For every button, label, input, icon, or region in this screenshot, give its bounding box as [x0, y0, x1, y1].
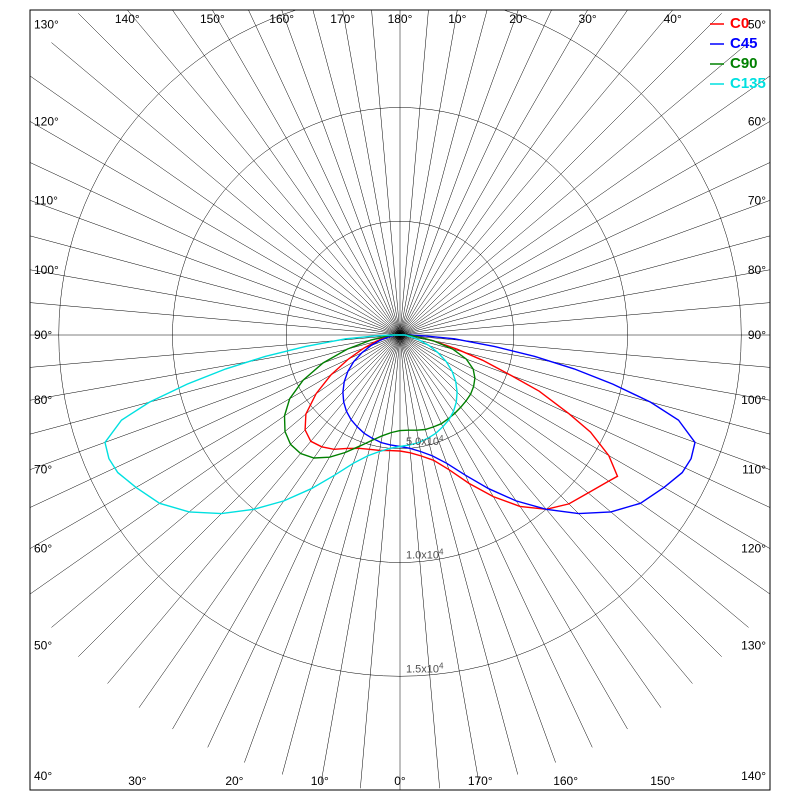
angular-grid-spoke: [0, 335, 400, 491]
angle-label: 40°: [664, 12, 682, 26]
angle-label: 30°: [579, 12, 597, 26]
angle-label: 10°: [448, 12, 466, 26]
radial-axis-label: 1.5x104: [406, 661, 444, 676]
angular-grid-spoke: [400, 108, 794, 336]
angular-grid-spoke: [400, 335, 800, 491]
polar-grid: [0, 0, 800, 790]
series-c90: [285, 335, 475, 458]
angular-grid-spoke: [0, 179, 400, 335]
angle-label: 140°: [115, 12, 140, 26]
angular-grid-spoke: [400, 335, 794, 563]
legend-label-c90: C90: [730, 55, 758, 72]
angular-grid-spoke: [400, 0, 692, 335]
angle-label: 170°: [330, 12, 355, 26]
angle-label: 30°: [128, 774, 146, 788]
angle-label: 20°: [509, 12, 527, 26]
angle-label: 100°: [741, 393, 766, 407]
angle-label: 90°: [748, 328, 766, 342]
angle-label: 70°: [34, 463, 52, 477]
angle-label: 90°: [34, 328, 52, 342]
angle-label: 60°: [34, 542, 52, 556]
angular-grid-spoke: [400, 0, 518, 335]
legend-label-c0: C0: [730, 15, 749, 32]
angle-label: 50°: [34, 638, 52, 652]
angle-label: 50°: [748, 18, 766, 32]
angular-grid-spoke: [400, 0, 628, 335]
angle-label: 130°: [741, 638, 766, 652]
angular-grid-spoke: [282, 0, 400, 335]
angular-grid-spoke: [173, 0, 401, 335]
angle-label: 100°: [34, 263, 59, 277]
legend-label-c135: C135: [730, 75, 766, 92]
angle-label: 130°: [34, 18, 59, 32]
radial-axis-label: 5.0x104: [406, 433, 444, 448]
angle-label: 110°: [742, 463, 766, 477]
angle-label: 10°: [311, 774, 329, 788]
angle-label: 20°: [225, 774, 243, 788]
angle-label: 140°: [741, 769, 766, 783]
angle-label: 160°: [269, 12, 294, 26]
angle-label: 150°: [650, 774, 675, 788]
angular-grid-spoke: [400, 256, 800, 335]
angle-label: 180°: [388, 12, 413, 26]
angle-label: 160°: [553, 774, 578, 788]
legend-label-c45: C45: [730, 35, 758, 52]
angle-label: 120°: [741, 542, 766, 556]
polar-chart: 170° 160° 150° 140° 130° 120° 110° 100° 90° 80° 70…: [0, 0, 800, 800]
angular-grid-spoke: [400, 335, 800, 414]
series-c45: [343, 335, 695, 514]
angle-label: 120°: [34, 114, 59, 128]
angle-label: 60°: [748, 114, 766, 128]
angular-grid-spoke: [400, 335, 592, 747]
angle-label: 70°: [748, 193, 766, 207]
angle-label: 0°: [394, 774, 406, 788]
angular-grid-spoke: [360, 335, 400, 788]
angular-grid-spoke: [400, 179, 800, 335]
angle-label: 40°: [34, 769, 52, 783]
series-c135: [105, 335, 457, 514]
angular-grid-spoke: [282, 335, 400, 774]
angular-grid-spoke: [6, 108, 400, 336]
radial-axis-label: 1.0x104: [406, 547, 444, 562]
angular-grid-spoke: [0, 335, 400, 375]
angle-label: 80°: [748, 263, 766, 277]
angular-grid-spoke: [0, 335, 400, 414]
angular-grid-spoke: [400, 295, 800, 335]
angular-grid-spoke: [108, 0, 400, 335]
angle-label: 170°: [468, 774, 493, 788]
angular-grid-spoke: [208, 335, 400, 747]
angular-grid-spoke: [400, 335, 440, 788]
angle-label: 150°: [200, 12, 225, 26]
angular-grid-spoke: [400, 0, 479, 335]
angle-label: 110°: [34, 193, 58, 207]
angular-grid-spoke: [0, 295, 400, 335]
angular-grid-spoke: [244, 335, 400, 763]
angular-grid-spoke: [321, 0, 400, 335]
angular-grid-spoke: [173, 335, 401, 729]
angular-grid-spoke: [0, 256, 400, 335]
angular-grid-spoke: [400, 0, 440, 335]
angular-grid-spoke: [360, 0, 400, 335]
angle-label: 80°: [34, 393, 52, 407]
